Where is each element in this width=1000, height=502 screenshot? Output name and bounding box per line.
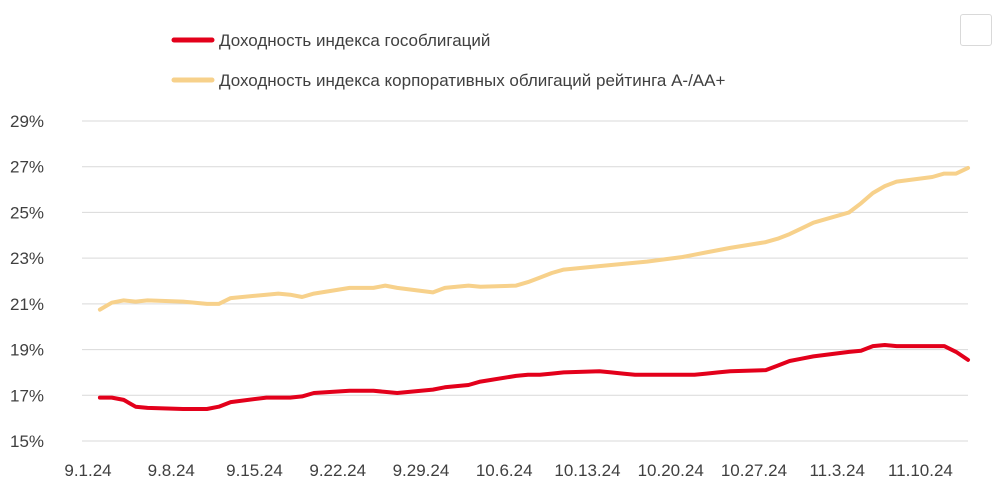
x-tick-label: 9.29.24 [393,461,450,480]
y-tick-label: 23% [10,249,44,268]
y-tick-label: 19% [10,341,44,360]
legend: Доходность индекса гособлигаций Доходнос… [171,31,725,90]
series-line-corp-bonds [97,165,970,312]
x-tick-label: 9.15.24 [226,461,283,480]
x-tick-label: 9.1.24 [64,461,111,480]
chart-corner-box [960,14,992,46]
x-tick-label: 11.3.24 [809,461,864,480]
x-tick-label: 10.6.24 [476,461,533,480]
gridlines [82,120,968,442]
y-tick-label: 27% [10,158,44,177]
legend-label-gov-bonds: Доходность индекса гособлигаций [219,31,490,50]
y-tick-label: 29% [10,112,44,131]
legend-label-corp-bonds: Доходность индекса корпоративных облигац… [219,71,725,90]
x-tick-label: 9.8.24 [148,461,195,480]
x-axis-ticks: 9.1.24 9.8.24 9.15.24 9.22.24 9.29.24 10.6.24… [64,461,953,480]
series-line-gov-bonds [97,343,970,411]
x-tick-label: 11.10.24 [888,461,953,480]
y-axis-ticks: 15% 17% 19% 21% 23% 25% 27% 29% [10,112,44,451]
y-tick-label: 17% [10,386,44,405]
x-tick-label: 9.22.24 [309,461,366,480]
y-tick-label: 25% [10,203,44,222]
x-tick-label: 10.27.24 [721,461,787,480]
x-tick-label: 10.13.24 [554,461,620,480]
y-tick-label: 15% [10,432,44,451]
series-lines [97,165,970,411]
x-tick-label: 10.20.24 [638,461,704,480]
y-tick-label: 21% [10,295,44,314]
